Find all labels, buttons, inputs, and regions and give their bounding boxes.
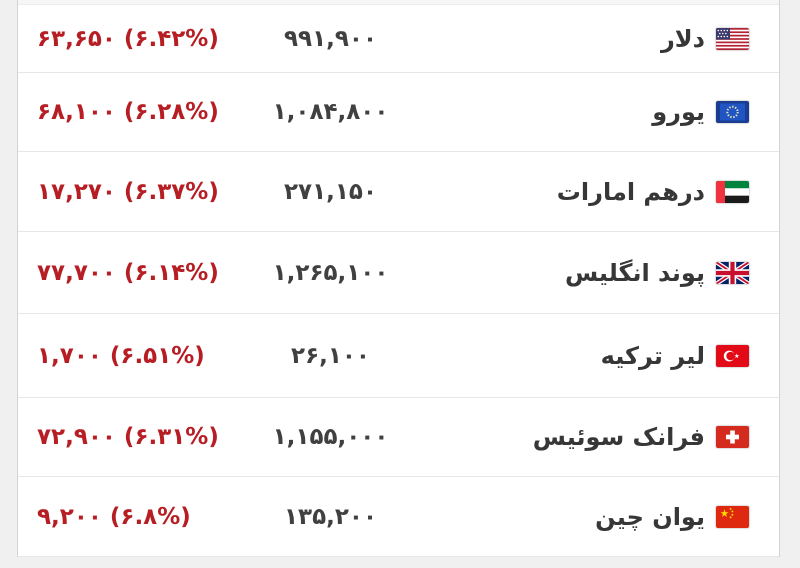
price-value: ۲۶,۱۰۰ [291,342,370,369]
price-value: ۲۷۱,۱۵۰ [284,178,377,205]
price-value: ۱۳۵,۲۰۰ [284,503,377,530]
currency-row[interactable]: ۱۷,۲۷۰ (۶.۳۷%) ۲۷۱,۱۵۰ درهم امارات [18,152,779,232]
currency-name: لیر ترکیه [600,341,705,370]
change-value: ۶۳,۶۵۰ (۶.۴۲%) [37,25,219,52]
currency-name: یورو [652,98,705,126]
currency-label-group: درهم امارات [403,178,779,206]
change-value: ۹,۲۰۰ (۶.۸%) [37,503,191,530]
currency-name: فرانک سوئیس [532,423,705,451]
currency-name: پوند انگلیس [564,258,705,287]
currency-rates-card: ۶۳,۶۵۰ (۶.۴۲%) ۹۹۱,۹۰۰ دلار ۶۸,۱۰۰ (۶.۲۸… [17,0,780,557]
change-value: ۷۲,۹۰۰ (۶.۳۱%) [37,424,219,450]
currency-row[interactable]: ۹,۲۰۰ (۶.۸%) ۱۳۵,۲۰۰ یوان چین [18,477,779,557]
eu-flag-icon [716,101,749,123]
currency-label-group: لیر ترکیه [403,342,779,370]
previous-row-divider [18,0,779,5]
change-value: ۷۷,۷۰۰ (۶.۱۴%) [37,259,219,286]
currency-name: درهم امارات [556,177,705,206]
currency-label-group: پوند انگلیس [403,259,779,287]
currency-label-group: فرانک سوئیس [403,423,779,451]
us-flag-icon [716,27,749,50]
currency-row[interactable]: ۷۷,۷۰۰ (۶.۱۴%) ۱,۲۶۵,۱۰۰ پوند انگلیس [18,232,779,314]
currency-label-group: دلار [403,25,779,53]
china-flag-icon [716,505,749,528]
price-value: ۹۹۱,۹۰۰ [284,25,377,52]
currency-row[interactable]: ۶۸,۱۰۰ (۶.۲۸%) ۱,۰۸۴,۸۰۰ یورو [18,73,779,152]
currency-name: دلار [660,24,705,53]
turkey-flag-icon [716,344,749,367]
switzerland-flag-icon [716,426,749,448]
currency-row[interactable]: ۷۲,۹۰۰ (۶.۳۱%) ۱,۱۵۵,۰۰۰ فرانک سوئیس [18,398,779,477]
price-value: ۱,۲۶۵,۱۰۰ [272,259,389,286]
currency-name: یوان چین [595,502,705,531]
price-value: ۱,۰۸۴,۸۰۰ [272,99,389,125]
currency-label-group: یورو [403,98,779,126]
change-value: ۶۸,۱۰۰ (۶.۲۸%) [37,99,219,125]
uk-flag-icon [716,261,749,284]
currency-label-group: یوان چین [403,503,779,531]
change-value: ۱,۷۰۰ (۶.۵۱%) [37,342,205,369]
currency-row[interactable]: ۱,۷۰۰ (۶.۵۱%) ۲۶,۱۰۰ لیر ترکیه [18,314,779,398]
price-value: ۱,۱۵۵,۰۰۰ [272,424,389,450]
uae-flag-icon [716,180,749,203]
change-value: ۱۷,۲۷۰ (۶.۳۷%) [37,178,219,205]
currency-row[interactable]: ۶۳,۶۵۰ (۶.۴۲%) ۹۹۱,۹۰۰ دلار [18,5,779,73]
